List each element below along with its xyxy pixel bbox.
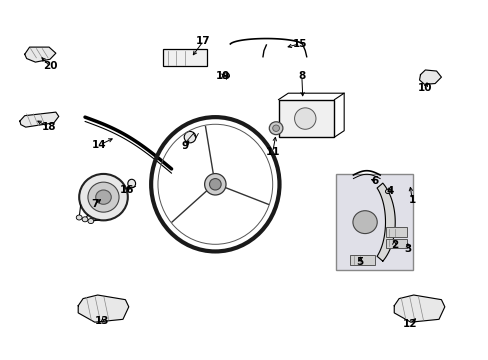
Bar — [163, 49, 206, 66]
Text: 1: 1 — [408, 195, 415, 204]
Ellipse shape — [294, 108, 315, 129]
Text: 14: 14 — [92, 140, 107, 150]
Bar — [335, 174, 412, 270]
Text: 5: 5 — [356, 257, 363, 267]
Bar — [385, 239, 407, 248]
Text: 6: 6 — [370, 176, 378, 186]
Ellipse shape — [127, 179, 135, 188]
Ellipse shape — [184, 131, 196, 143]
Ellipse shape — [96, 190, 111, 204]
Text: 20: 20 — [42, 62, 57, 71]
Ellipse shape — [204, 174, 225, 195]
Text: 18: 18 — [41, 122, 56, 132]
Polygon shape — [78, 295, 128, 322]
Text: 16: 16 — [120, 185, 134, 195]
Ellipse shape — [222, 73, 229, 78]
Text: 2: 2 — [390, 240, 397, 250]
Ellipse shape — [76, 215, 82, 220]
Bar — [385, 227, 407, 237]
Bar — [350, 255, 374, 265]
Ellipse shape — [352, 211, 376, 234]
Text: 13: 13 — [95, 316, 109, 326]
Ellipse shape — [269, 122, 283, 135]
Ellipse shape — [82, 217, 88, 222]
Text: 11: 11 — [265, 147, 279, 157]
Polygon shape — [20, 112, 59, 127]
Polygon shape — [419, 70, 441, 84]
Text: 8: 8 — [298, 71, 305, 81]
Ellipse shape — [272, 125, 279, 131]
Text: 4: 4 — [386, 186, 393, 197]
Ellipse shape — [385, 189, 389, 194]
Ellipse shape — [88, 182, 119, 212]
Polygon shape — [25, 47, 56, 62]
Text: 9: 9 — [181, 141, 188, 151]
Ellipse shape — [88, 219, 94, 224]
Text: 10: 10 — [417, 83, 432, 93]
Text: 3: 3 — [404, 244, 411, 253]
Polygon shape — [393, 295, 444, 322]
Text: 7: 7 — [91, 199, 98, 209]
Polygon shape — [376, 183, 394, 261]
Ellipse shape — [209, 179, 221, 190]
Ellipse shape — [79, 174, 127, 220]
Text: 17: 17 — [196, 36, 210, 46]
Bar — [278, 100, 334, 137]
Text: 12: 12 — [402, 319, 416, 329]
Text: 19: 19 — [215, 71, 229, 81]
Text: 15: 15 — [293, 39, 307, 49]
